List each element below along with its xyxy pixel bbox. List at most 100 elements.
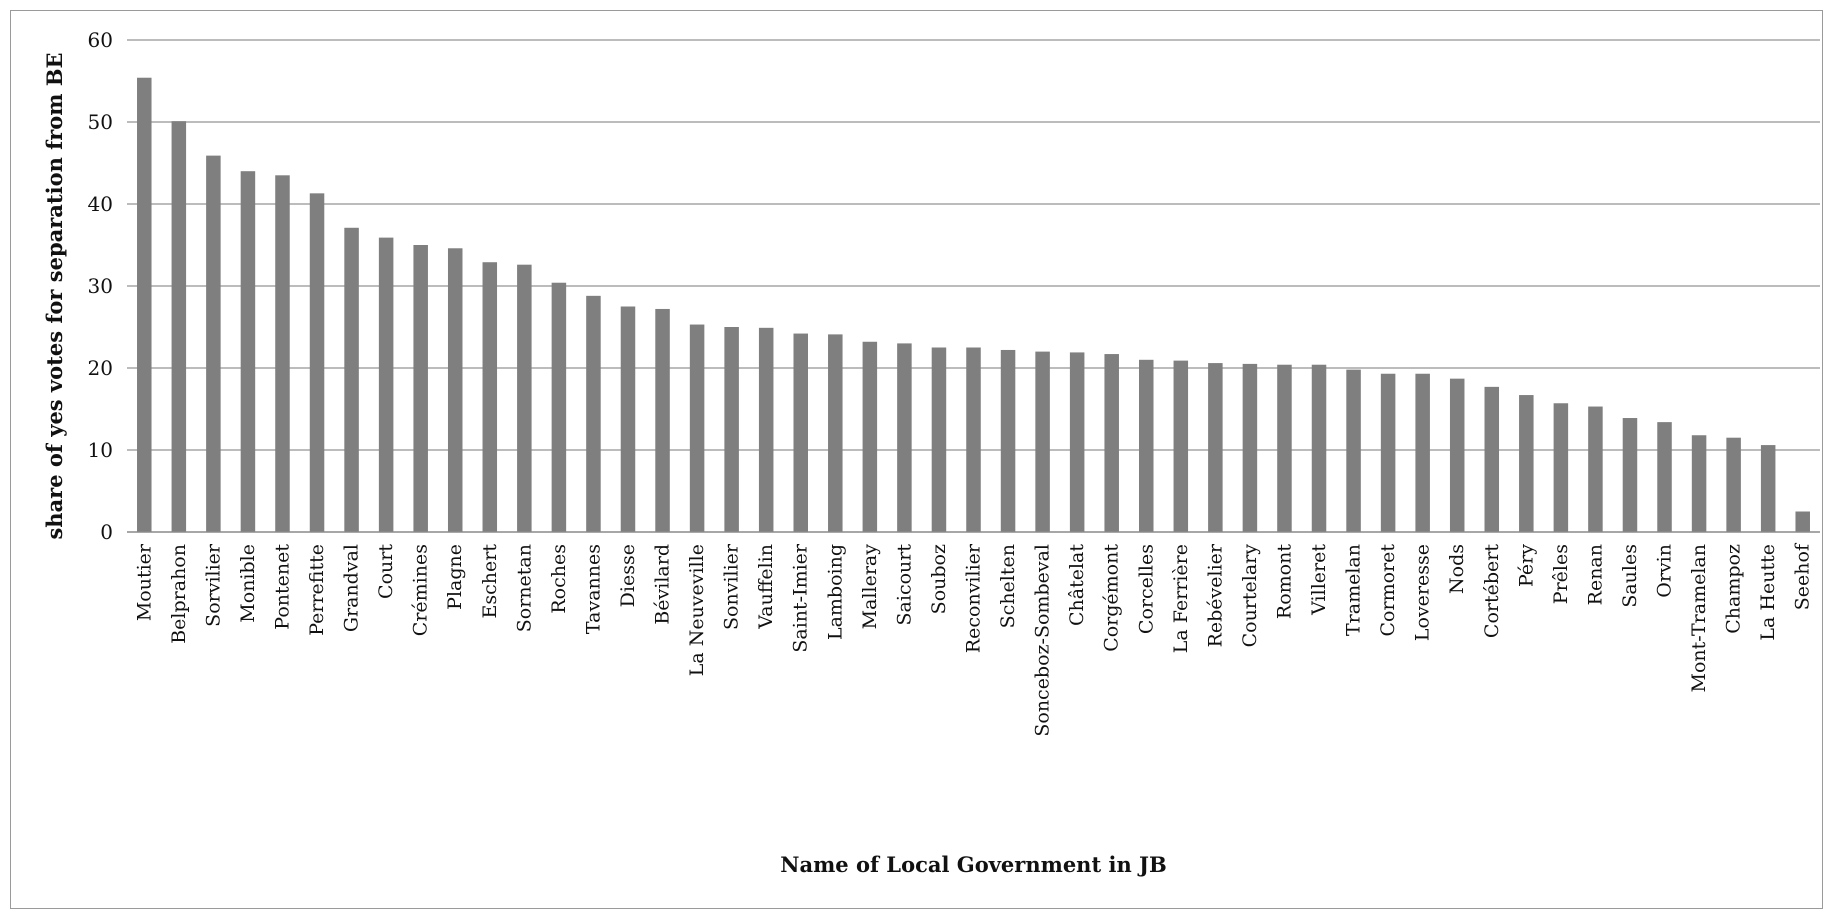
- x-tick-label: Mont-Tramelan: [1688, 544, 1710, 693]
- x-tick-label: Eschert: [479, 544, 501, 619]
- x-tick-label: Orvin: [1654, 544, 1676, 598]
- x-tick-label: Tramelan: [1343, 544, 1365, 636]
- bar: [1588, 406, 1603, 532]
- y-tick-label: 50: [88, 110, 113, 134]
- bar: [1726, 437, 1741, 532]
- bar: [1622, 418, 1638, 532]
- x-tick-label: Nods: [1446, 544, 1468, 594]
- x-tick-label: Tavannes: [582, 544, 604, 634]
- bar: [1000, 349, 1016, 532]
- bar: [1519, 395, 1534, 532]
- bar: [655, 308, 670, 532]
- bar: [1657, 422, 1672, 532]
- x-tick-label: Malleray: [859, 544, 881, 630]
- x-tick-label: Perrefitte: [306, 544, 328, 636]
- x-tick-label: Cortébert: [1481, 544, 1503, 638]
- bar: [1484, 386, 1500, 532]
- bar: [620, 306, 636, 532]
- y-tick-label: 0: [100, 520, 113, 544]
- x-tick-label: Grandval: [341, 544, 363, 632]
- x-tick-label: Moutier: [133, 543, 155, 621]
- x-tick-label: Prêles: [1550, 544, 1572, 604]
- bar: [206, 155, 221, 532]
- bar: [586, 295, 601, 532]
- bar: [137, 77, 152, 532]
- bar: [758, 327, 774, 532]
- x-tick-label: Champoz: [1723, 544, 1745, 634]
- bar: [447, 248, 463, 532]
- x-axis-tick-labels: Moutier Belprahon Sorvilier Monible Pontenet…: [133, 542, 1813, 737]
- x-tick-label: Sornetan: [513, 544, 535, 632]
- bar: [1760, 445, 1776, 532]
- bar: [1035, 351, 1050, 532]
- x-tick-label: Châtelat: [1066, 544, 1088, 626]
- bar: [1380, 373, 1396, 532]
- x-tick-label: Corcelles: [1135, 544, 1157, 634]
- x-tick-label: Court: [375, 544, 397, 599]
- bar: [966, 347, 981, 532]
- bar: [1104, 354, 1119, 532]
- x-tick-label: Belprahon: [168, 544, 190, 644]
- bar: [413, 245, 428, 532]
- bar: [724, 327, 739, 532]
- gridlines: [127, 39, 1820, 451]
- bar: [551, 282, 567, 532]
- x-tick-label: Péry: [1515, 544, 1537, 587]
- x-tick-label: Reconvilier: [963, 543, 985, 653]
- bar: [828, 334, 843, 532]
- bars: [137, 77, 1810, 533]
- x-tick-label: Saicourt: [893, 544, 915, 626]
- bar: [1311, 364, 1327, 532]
- x-tick-label: Diesse: [617, 544, 639, 607]
- x-tick-label: Pontenet: [271, 544, 293, 630]
- bar: [171, 121, 187, 533]
- bar: [897, 343, 912, 532]
- bar: [1138, 359, 1154, 532]
- bar: [517, 264, 532, 532]
- x-tick-label: Saules: [1619, 544, 1641, 608]
- bar: [1242, 363, 1258, 532]
- x-tick-label: Bévilard: [652, 544, 674, 625]
- bar: [1277, 364, 1292, 532]
- x-tick-label: Roches: [548, 544, 570, 614]
- bar: [309, 193, 325, 532]
- x-tick-label: Monible: [237, 544, 259, 623]
- x-tick-label: Romont: [1273, 544, 1295, 619]
- x-tick-label: Sonvilier: [721, 543, 743, 630]
- y-tick-label: 20: [88, 356, 113, 380]
- x-tick-label: Renan: [1584, 544, 1606, 605]
- x-tick-label: Saint-Imier: [790, 543, 812, 653]
- bar: [482, 262, 498, 532]
- x-tick-label: Sonceboz-Sombeval: [1032, 544, 1054, 737]
- bar: [240, 171, 256, 532]
- bar: [862, 341, 878, 532]
- bar: [1553, 403, 1569, 532]
- y-tick-label: 10: [88, 438, 113, 462]
- bar: [1415, 373, 1430, 532]
- y-tick-label: 60: [88, 28, 113, 52]
- x-tick-label: Plagne: [444, 544, 466, 610]
- x-tick-label: Corgémont: [1101, 544, 1123, 652]
- x-tick-label: Sorvilier: [202, 543, 224, 627]
- bar: [1208, 363, 1223, 532]
- bar: [275, 175, 290, 533]
- x-tick-label: Schelten: [997, 544, 1019, 628]
- x-tick-label: Souboz: [928, 544, 950, 614]
- bar: [1795, 511, 1810, 532]
- x-tick-label: Crémines: [410, 544, 432, 636]
- x-tick-label: Courtelary: [1239, 544, 1261, 648]
- x-tick-label: La Heutte: [1757, 544, 1779, 641]
- bar: [1069, 352, 1085, 532]
- x-tick-label: Rebévelier: [1204, 543, 1226, 647]
- x-tick-label: Seehof: [1792, 542, 1814, 610]
- bar: [689, 324, 705, 532]
- bar: [793, 333, 809, 532]
- bar: [1173, 360, 1189, 532]
- y-tick-label: 30: [88, 274, 113, 298]
- y-axis-title: share of yes votes for separation from B…: [42, 52, 67, 539]
- x-tick-label: Lamboing: [824, 544, 846, 640]
- bar: [931, 347, 947, 532]
- bar: [1449, 378, 1465, 532]
- x-tick-label: La Ferrière: [1170, 544, 1192, 653]
